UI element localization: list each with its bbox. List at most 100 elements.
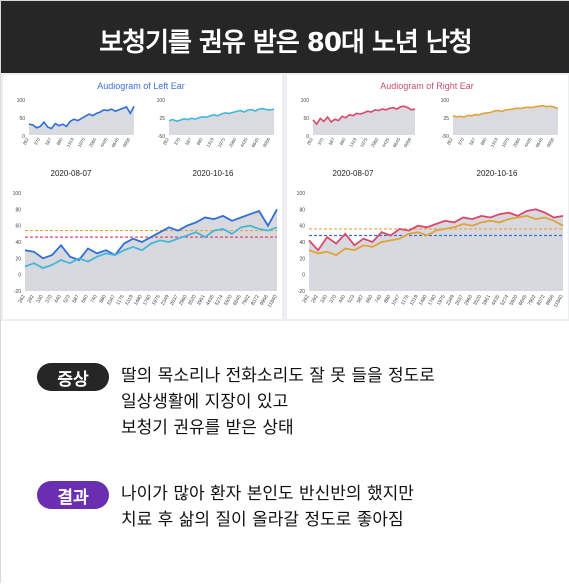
left-chart-2-xtick: 1319 [206, 137, 216, 149]
symptom-line: 딸의 목소리나 전화소리도 잘 못 들을 정도로 [121, 366, 435, 386]
left-overlay-xtick: 262 [17, 294, 26, 304]
right-chart-1-ytick: 0 [306, 134, 309, 140]
right-chart-2-ytick: 25 [443, 116, 449, 122]
right-chart-1-xtick: 370 [317, 137, 325, 146]
right-chart-2-xtick: 587 [468, 137, 476, 146]
left-chart-2-xtick: 1975 [217, 137, 227, 149]
right-chart-2-ytick: 100 [441, 98, 450, 104]
right-overlay-xtick: 2637 [454, 294, 465, 307]
left-overlay-ytick: 60 [15, 224, 21, 230]
left-overlay-xtick: 523 [62, 294, 71, 304]
right-overlay-ytick: 60 [299, 224, 305, 230]
left-chart-2-xtick: 6645 [251, 137, 261, 149]
left-chart-1-xtick: 9956 [122, 137, 132, 149]
right-chart-1-xtick: 880 [339, 137, 347, 146]
left-chart-1-xtick: 370 [33, 137, 41, 146]
right-overlay-xtick: 660 [365, 294, 374, 304]
right-chart-2-xtick: 6645 [535, 137, 545, 149]
left-overlay-xtick: 440 [53, 294, 62, 304]
right-chart-2-xtick: 880 [480, 137, 488, 146]
left-ear-title: Audiogram of Left Ear [97, 81, 185, 91]
right-chart-1-series-line [312, 105, 416, 126]
left-overlay-xtick: 1047 [106, 294, 117, 307]
left-overlay-xtick: 8372 [250, 294, 261, 307]
left-overlay-ytick: 20 [15, 256, 21, 262]
right-date-1: 2020-08-07 [333, 169, 374, 178]
right-overlay-xtick: 370 [329, 294, 338, 304]
right-chart-1-xtick: 4435 [381, 137, 391, 149]
right-chart-1-xtick: 1319 [348, 137, 358, 149]
right-overlay-xtick: 3951 [481, 294, 492, 307]
left-overlay-xtick: 660 [80, 294, 89, 304]
right-overlay-xtick: 440 [338, 294, 347, 304]
left-chart-1-xtick: 1975 [77, 137, 87, 149]
left-overlay-xtick: 880 [98, 294, 107, 304]
right-overlay-xtick: 587 [356, 294, 365, 304]
left-overlay-xtick: 9956 [259, 294, 270, 307]
left-overlay-xtick: 3951 [196, 294, 207, 307]
left-overlay-xtick: 1975 [151, 294, 162, 307]
left-chart-1-xtick: 587 [44, 137, 52, 146]
right-chart-1-xtick: 2960 [370, 137, 380, 149]
right-chart-2-xtick: 4435 [523, 137, 533, 149]
header-bar: 보청기를 권유 받은 80대 노년 난청 [1, 1, 569, 79]
right-chart-2-xtick: 370 [457, 137, 465, 146]
left-chart-2-xtick: 2960 [228, 137, 238, 149]
right-overlay-ytick: -20 [298, 289, 305, 295]
right-overlay-ytick: 100 [297, 191, 306, 197]
left-overlay-xtick: 2349 [160, 294, 171, 307]
left-date-2: 2020-10-16 [193, 169, 234, 178]
right-chart-2-xtick: 262 [446, 137, 454, 146]
right-overlay-xtick: 5274 [500, 294, 511, 307]
right-overlay-xtick: 6645 [518, 294, 529, 307]
left-overlay-xtick: 2960 [178, 294, 189, 307]
right-overlay-xtick: 1975 [436, 294, 447, 307]
left-overlay-xtick: 3520 [187, 294, 198, 307]
right-ear-title: Audiogram of Right Ear [380, 81, 474, 91]
right-overlay-xtick: 740 [374, 294, 383, 304]
right-chart-1-xtick: 262 [306, 137, 314, 146]
right-chart-2-xtick: 1319 [490, 137, 500, 149]
left-chart-2-area [169, 108, 274, 135]
right-date-2: 2020-10-16 [477, 169, 518, 178]
left-overlay-xtick: 292 [26, 294, 35, 304]
right-overlay-xtick: 2349 [445, 294, 456, 307]
right-overlay-xtick: 1760 [427, 294, 438, 307]
right-chart-1-xtick: 1975 [359, 137, 369, 149]
right-chart-1-ytick: 100 [301, 98, 310, 104]
left-date-1: 2020-08-07 [51, 169, 92, 178]
symptom-text: 딸의 목소리나 전화소리도 잘 못 들을 정도로 일상생활에 지장이 있고 보청… [121, 363, 435, 441]
left-chart-1-ytick: 0 [22, 134, 25, 140]
right-overlay-ytick: 40 [299, 240, 305, 246]
page-title: 보청기를 권유 받은 80대 노년 난청 [99, 27, 472, 58]
left-overlay-xtick: 2637 [169, 294, 180, 307]
symptom-line: 보청기 권유를 받은 상태 [121, 418, 294, 438]
left-chart-2-xtick: 370 [173, 137, 181, 146]
left-overlay-xtick: 370 [44, 294, 53, 304]
right-chart-2-xtick: 1975 [501, 137, 511, 149]
left-chart-2-xtick: 4435 [239, 137, 249, 149]
right-overlay-xtick: 5920 [509, 294, 520, 307]
left-chart-2-xtick: 9956 [262, 137, 272, 149]
right-overlay-xtick: 330 [320, 294, 329, 304]
right-overlay-xtick: 880 [383, 294, 392, 304]
left-overlay-ytick: -20 [14, 289, 21, 295]
left-overlay-series-a [24, 208, 278, 262]
right-overlay-xtick: 3520 [472, 294, 483, 307]
right-chart-2-ytick: -50 [442, 134, 449, 140]
left-chart-2-xtick: 880 [196, 137, 204, 146]
left-chart-1-xtick: 2960 [88, 137, 98, 149]
left-overlay-xtick: 740 [89, 294, 98, 304]
left-overlay-xtick: 6645 [232, 294, 243, 307]
left-overlay-xtick: 5274 [214, 294, 225, 307]
right-chart-2-xtick: 2960 [512, 137, 522, 149]
left-chart-2-series-line [168, 107, 275, 122]
result-line: 치료 후 삶의 질이 올라갈 정도로 좋아짐 [121, 510, 404, 530]
left-overlay-xtick: 587 [71, 294, 80, 304]
left-chart-1-xtick: 4435 [99, 137, 109, 149]
symptom-badge: 증상 [37, 363, 109, 391]
left-chart-1-ytick: 100 [17, 98, 26, 104]
info-section: 증상 딸의 목소리나 전화소리도 잘 못 들을 정도로 일상생활에 지장이 있고… [1, 321, 569, 584]
left-overlay-xtick: 1480 [133, 294, 144, 307]
